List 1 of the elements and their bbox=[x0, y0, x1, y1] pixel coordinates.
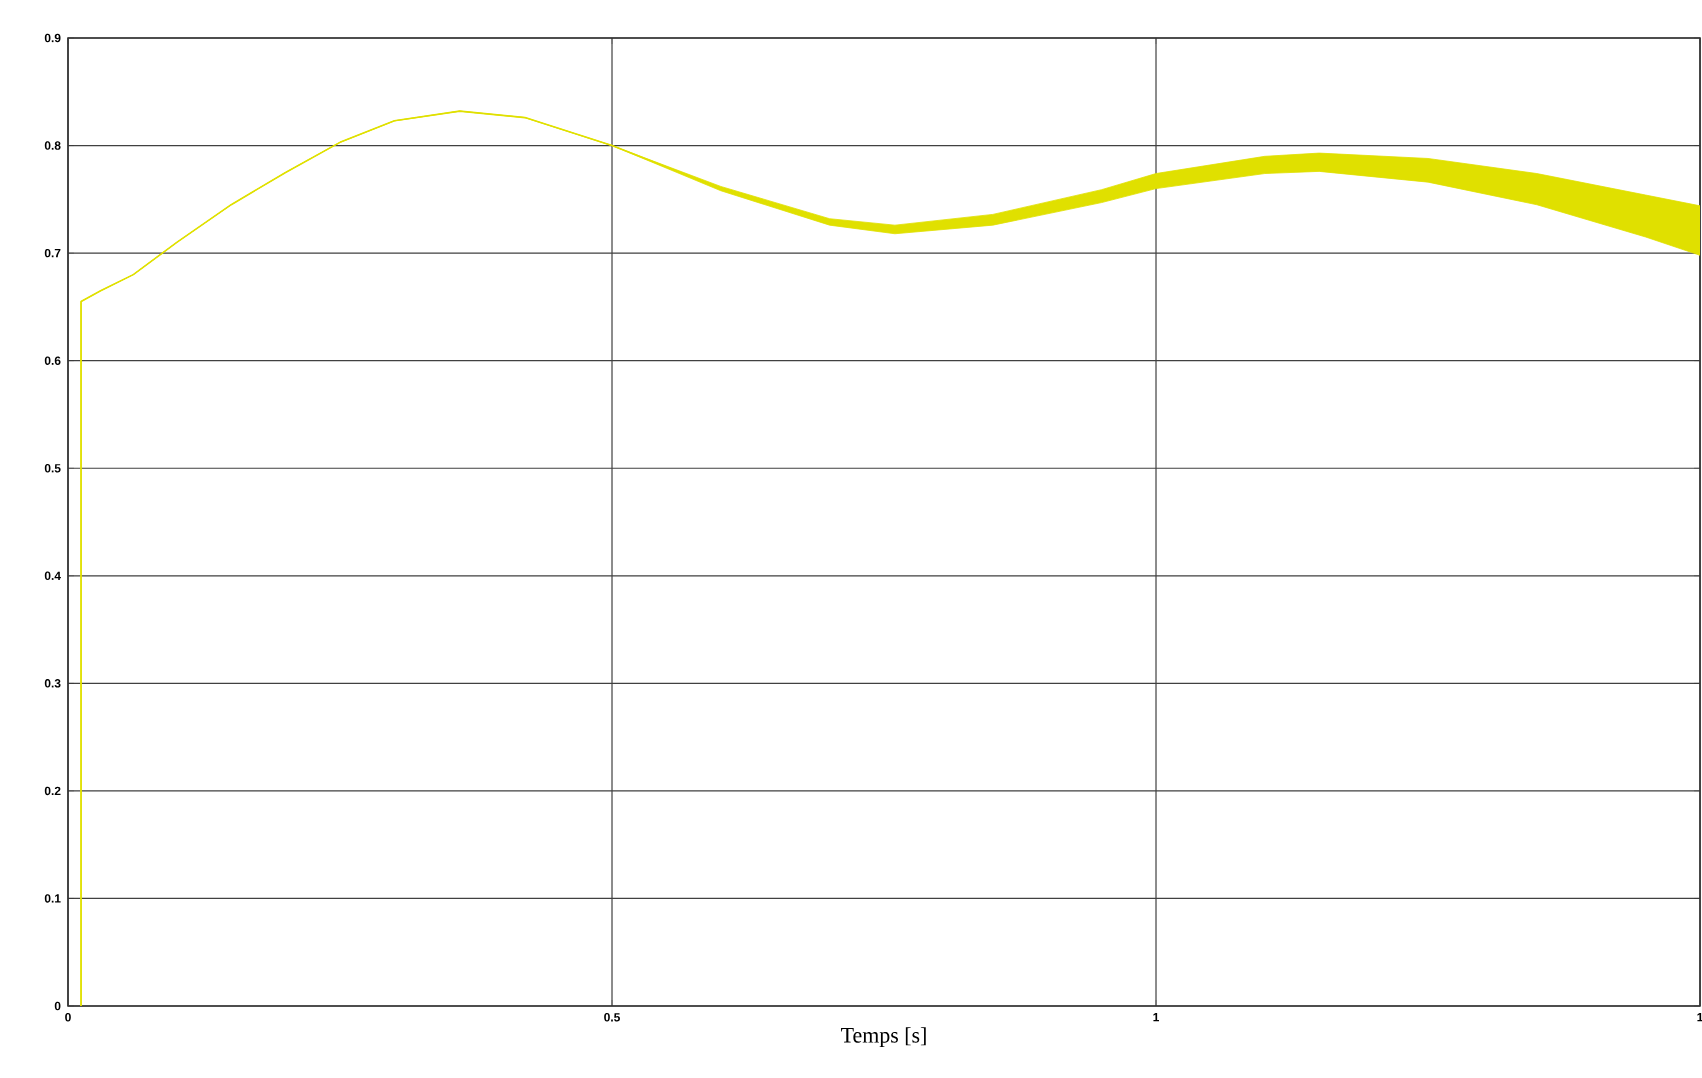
x-axis-title: Temps [s] bbox=[841, 1027, 926, 1048]
